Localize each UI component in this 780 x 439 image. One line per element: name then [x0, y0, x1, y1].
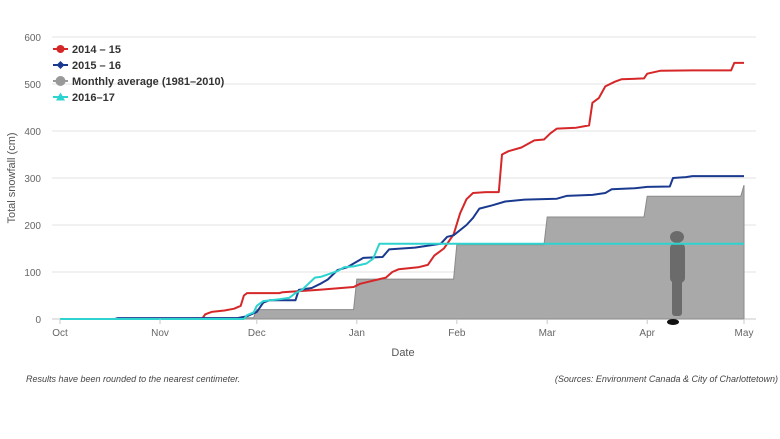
y-tick-label: 300 [24, 174, 41, 185]
rounding-footnote: Results have been rounded to the nearest… [26, 374, 241, 384]
x-tick-label: Apr [639, 328, 655, 339]
grid-lines [52, 36, 756, 320]
y-tick-label: 500 [24, 80, 41, 91]
x-tick-label: Jan [349, 328, 365, 339]
series-area-average [59, 184, 745, 320]
x-tick-label: Mar [539, 328, 557, 339]
legend-entry: 2014 – 15 [72, 44, 121, 56]
average-area-layer [59, 184, 745, 320]
x-tick-label: Dec [248, 328, 266, 339]
y-tick-label: 100 [24, 268, 41, 279]
legend-marker [56, 61, 65, 69]
axes: 0 100 200 300 400 500 600 Oct Nov Dec Jan Feb Mar Apr… [6, 33, 753, 359]
legend: 2014 – 15 2015 – 16 Monthly average (1981–… [53, 44, 225, 104]
legend-marker [56, 45, 65, 53]
x-tick-label: Nov [151, 328, 169, 339]
y-tick-label: 600 [24, 33, 41, 44]
series-line-0 [60, 61, 744, 320]
series-line-3 [60, 242, 744, 320]
y-tick-label: 0 [35, 315, 41, 326]
person-silhouette [667, 231, 685, 325]
y-tick-label: 200 [24, 221, 41, 232]
legend-entry: 2015 – 16 [72, 60, 121, 72]
x-tick-label: Feb [448, 328, 466, 339]
series-lines-layer [60, 61, 744, 320]
x-tick-label: Oct [52, 328, 68, 339]
legend-marker [55, 76, 66, 86]
x-tick-label: May [735, 328, 754, 339]
y-axis-title: Total snowfall (cm) [6, 132, 18, 223]
sources-footnote: (Sources: Environment Canada & City of C… [554, 374, 778, 384]
legend-entry: Monthly average (1981–2010) [72, 76, 225, 88]
x-axis-title: Date [391, 347, 414, 359]
legend-marker [56, 92, 65, 101]
legend-entry: 2016–17 [72, 92, 115, 104]
y-tick-label: 400 [24, 127, 41, 138]
